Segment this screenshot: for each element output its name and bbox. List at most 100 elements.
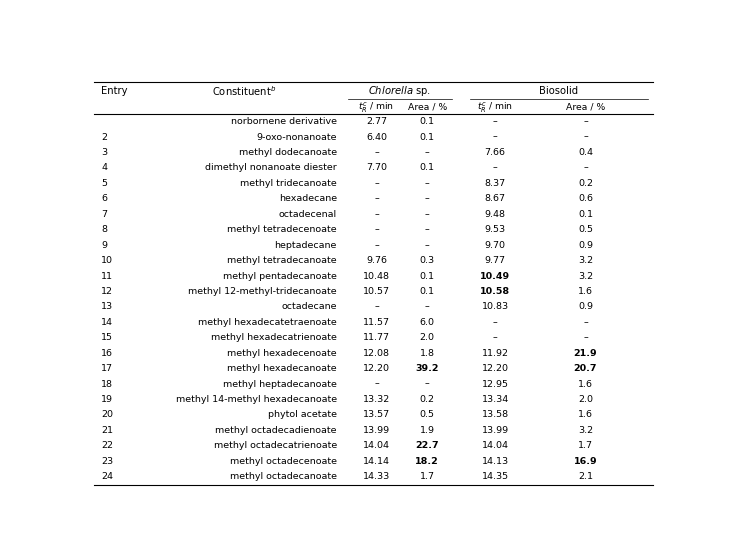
Text: 1.6: 1.6 (578, 380, 593, 389)
Text: methyl 12-methyl-tridecanoate: methyl 12-methyl-tridecanoate (188, 287, 337, 296)
Text: 24: 24 (101, 472, 113, 481)
Text: 11.77: 11.77 (363, 333, 390, 342)
Text: 10.48: 10.48 (363, 272, 390, 281)
Text: 14.04: 14.04 (363, 441, 390, 450)
Text: 8.37: 8.37 (485, 179, 506, 188)
Text: 13.32: 13.32 (363, 395, 390, 404)
Text: $t_R^c$ / min: $t_R^c$ / min (359, 100, 394, 115)
Text: Constituent$^b$: Constituent$^b$ (211, 85, 276, 98)
Text: methyl heptadecanoate: methyl heptadecanoate (223, 380, 337, 389)
Text: 2.1: 2.1 (578, 472, 593, 481)
Text: methyl hexadecanoate: methyl hexadecanoate (227, 364, 337, 373)
Text: Area / %: Area / % (566, 103, 605, 112)
Text: 7.66: 7.66 (485, 148, 506, 157)
Text: 9.76: 9.76 (366, 256, 387, 265)
Text: 9: 9 (101, 241, 107, 250)
Text: 8.67: 8.67 (485, 194, 506, 203)
Text: methyl tetradecenoate: methyl tetradecenoate (227, 225, 337, 234)
Text: 11: 11 (101, 272, 113, 281)
Text: 9-oxo-nonanoate: 9-oxo-nonanoate (257, 133, 337, 142)
Text: 22.7: 22.7 (416, 441, 439, 450)
Text: methyl tetradecanoate: methyl tetradecanoate (227, 256, 337, 265)
Text: 12.08: 12.08 (363, 349, 390, 358)
Text: –: – (374, 302, 379, 311)
Text: 0.1: 0.1 (420, 272, 434, 281)
Text: –: – (374, 179, 379, 188)
Text: 2.0: 2.0 (420, 333, 434, 342)
Text: 9.53: 9.53 (485, 225, 506, 234)
Text: 13.58: 13.58 (482, 410, 509, 419)
Text: 14.33: 14.33 (363, 472, 390, 481)
Text: 9.70: 9.70 (485, 241, 506, 250)
Text: 13.34: 13.34 (481, 395, 509, 404)
Text: 0.3: 0.3 (420, 256, 434, 265)
Text: 2.77: 2.77 (366, 117, 387, 126)
Text: methyl octadecatrienoate: methyl octadecatrienoate (214, 441, 337, 450)
Text: 7.70: 7.70 (366, 164, 387, 172)
Text: –: – (583, 164, 588, 172)
Text: 13.99: 13.99 (363, 426, 390, 435)
Text: –: – (425, 210, 429, 219)
Text: 0.9: 0.9 (578, 241, 593, 250)
Text: 10.83: 10.83 (482, 302, 509, 311)
Text: 23: 23 (101, 457, 114, 466)
Text: 2: 2 (101, 133, 107, 142)
Text: –: – (425, 380, 429, 389)
Text: 22: 22 (101, 441, 113, 450)
Text: –: – (425, 302, 429, 311)
Text: 1.8: 1.8 (420, 349, 434, 358)
Text: hexadecane: hexadecane (278, 194, 337, 203)
Text: 0.5: 0.5 (578, 225, 593, 234)
Text: Biosolid: Biosolid (539, 86, 578, 96)
Text: –: – (425, 148, 429, 157)
Text: methyl hexadecatrienoate: methyl hexadecatrienoate (211, 333, 337, 342)
Text: 14.04: 14.04 (482, 441, 509, 450)
Text: 10: 10 (101, 256, 113, 265)
Text: 1.6: 1.6 (578, 287, 593, 296)
Text: 16.9: 16.9 (574, 457, 597, 466)
Text: 13.99: 13.99 (482, 426, 509, 435)
Text: 18: 18 (101, 380, 113, 389)
Text: 14: 14 (101, 318, 113, 327)
Text: –: – (583, 117, 588, 126)
Text: –: – (374, 241, 379, 250)
Text: 9.77: 9.77 (485, 256, 506, 265)
Text: 3.2: 3.2 (578, 256, 593, 265)
Text: 39.2: 39.2 (416, 364, 439, 373)
Text: 16: 16 (101, 349, 113, 358)
Text: 14.35: 14.35 (482, 472, 509, 481)
Text: –: – (493, 318, 497, 327)
Text: 9.48: 9.48 (485, 210, 506, 219)
Text: Entry: Entry (101, 86, 128, 96)
Text: 19: 19 (101, 395, 113, 404)
Text: –: – (425, 179, 429, 188)
Text: –: – (583, 133, 588, 142)
Text: 0.5: 0.5 (420, 410, 434, 419)
Text: methyl dodecanoate: methyl dodecanoate (239, 148, 337, 157)
Text: $t_R^c$ / min: $t_R^c$ / min (477, 100, 513, 115)
Text: 20.7: 20.7 (574, 364, 597, 373)
Text: 0.1: 0.1 (420, 133, 434, 142)
Text: norbornene derivative: norbornene derivative (231, 117, 337, 126)
Text: methyl hexadecatetraenoate: methyl hexadecatetraenoate (198, 318, 337, 327)
Text: 0.1: 0.1 (420, 164, 434, 172)
Text: –: – (583, 318, 588, 327)
Text: –: – (493, 117, 497, 126)
Text: 0.2: 0.2 (578, 179, 593, 188)
Text: 15: 15 (101, 333, 113, 342)
Text: 10.58: 10.58 (480, 287, 510, 296)
Text: methyl hexadecenoate: methyl hexadecenoate (227, 349, 337, 358)
Text: 3.2: 3.2 (578, 426, 593, 435)
Text: –: – (493, 164, 497, 172)
Text: 11.92: 11.92 (482, 349, 509, 358)
Text: –: – (493, 333, 497, 342)
Text: 8: 8 (101, 225, 107, 234)
Text: methyl octadecadienoate: methyl octadecadienoate (215, 426, 337, 435)
Text: 6.0: 6.0 (420, 318, 434, 327)
Text: 11.57: 11.57 (363, 318, 390, 327)
Text: –: – (493, 133, 497, 142)
Text: 21.9: 21.9 (574, 349, 597, 358)
Text: 3: 3 (101, 148, 107, 157)
Text: 6: 6 (101, 194, 107, 203)
Text: 21: 21 (101, 426, 113, 435)
